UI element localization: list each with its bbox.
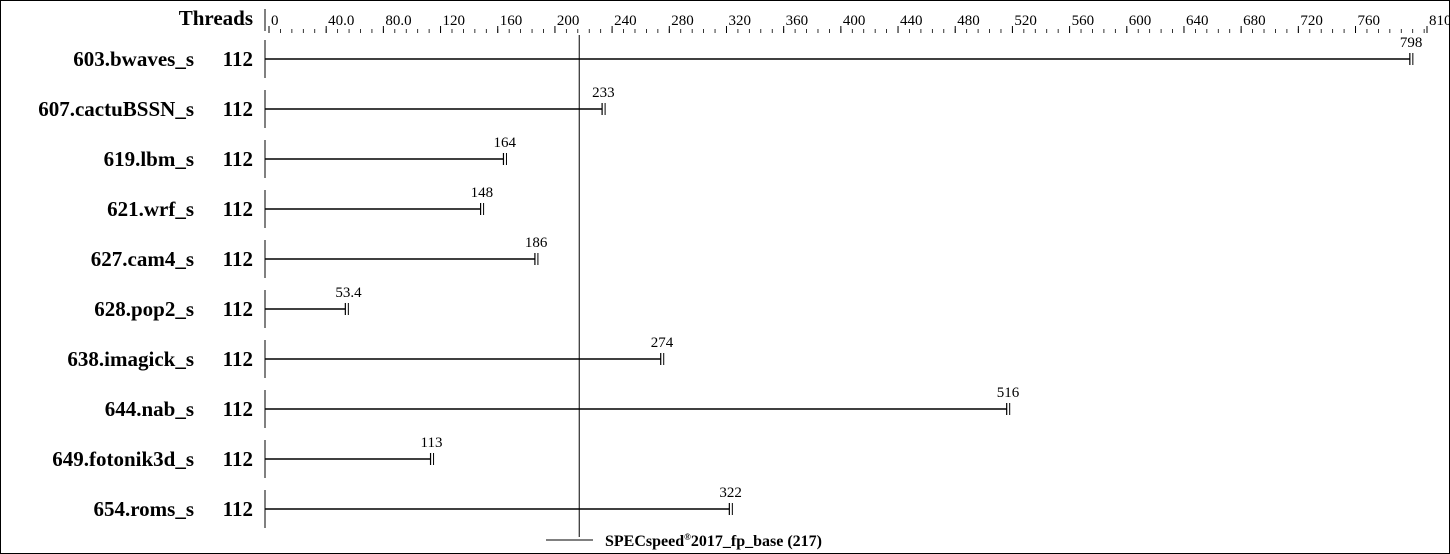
data-label: 186 xyxy=(525,235,548,251)
tick-label: 680 xyxy=(1243,13,1266,29)
tick-label: 240 xyxy=(614,13,637,29)
tick-label: 600 xyxy=(1129,13,1152,29)
tick-label: 120 xyxy=(443,13,466,29)
threads-value: 112 xyxy=(223,247,253,271)
category-label: 638.imagick_s xyxy=(67,347,194,371)
threads-value: 112 xyxy=(223,297,253,321)
tick-label: 200 xyxy=(557,13,580,29)
threads-header: Threads xyxy=(179,6,253,30)
tick-label: 320 xyxy=(728,13,751,29)
threads-value: 112 xyxy=(223,147,253,171)
tick-label: 400 xyxy=(843,13,866,29)
tick-label: 280 xyxy=(671,13,694,29)
bar-row: 644.nab_s 112 516 xyxy=(105,385,1020,428)
data-label: 516 xyxy=(997,385,1020,401)
data-label: 233 xyxy=(592,85,615,101)
category-label: 627.cam4_s xyxy=(91,247,194,271)
threads-value: 112 xyxy=(223,397,253,421)
threads-value: 112 xyxy=(223,447,253,471)
legend-label-suffix: 2017_fp_base (217) xyxy=(691,533,822,550)
category-label: 644.nab_s xyxy=(105,397,194,421)
category-label: 603.bwaves_s xyxy=(73,47,194,71)
tick-label: 760 xyxy=(1358,13,1381,29)
threads-value: 112 xyxy=(223,97,253,121)
x-axis: 0 40.0 80.0 120 160 200 240 280 320 360 400 440 480 5… xyxy=(264,9,1449,33)
data-label: 53.4 xyxy=(335,285,362,301)
category-label: 649.fotonik3d_s xyxy=(52,447,194,471)
tick-label: 720 xyxy=(1300,13,1323,29)
tick-label: 80.0 xyxy=(385,13,411,29)
tick-label: 520 xyxy=(1014,13,1037,29)
legend: SPECspeed®2017_fp_base (217) xyxy=(546,532,822,550)
tick-label: 160 xyxy=(500,13,522,29)
tick-label: 810 xyxy=(1429,13,1449,29)
data-label: 798 xyxy=(1400,35,1423,51)
tick-label: 480 xyxy=(957,13,980,29)
bar-row: 619.lbm_s 112 164 xyxy=(104,135,516,178)
threads-value: 112 xyxy=(223,197,253,221)
tick-label: 40.0 xyxy=(328,13,354,29)
data-label: 148 xyxy=(471,185,494,201)
tick-label: 560 xyxy=(1072,13,1095,29)
tick-label: 0 xyxy=(271,13,279,29)
threads-value: 112 xyxy=(223,347,253,371)
category-label: 607.cactuBSSN_s xyxy=(38,97,194,121)
tick-label: 440 xyxy=(900,13,923,29)
bar-row: 621.wrf_s 112 148 xyxy=(107,185,493,228)
category-label: 621.wrf_s xyxy=(107,197,194,221)
bar-row: 607.cactuBSSN_s 112 233 xyxy=(38,85,615,128)
legend-label-prefix: SPECspeed xyxy=(605,533,684,550)
legend-label: SPECspeed®2017_fp_base (217) xyxy=(605,532,822,550)
data-label: 274 xyxy=(651,335,674,351)
legend-label-sup: ® xyxy=(684,532,691,542)
bar-row: 627.cam4_s 112 186 xyxy=(91,235,548,278)
bar-row: 654.roms_s 112 322 xyxy=(93,485,742,528)
data-label: 164 xyxy=(493,135,516,151)
threads-value: 112 xyxy=(223,497,253,521)
tick-label: 360 xyxy=(786,13,809,29)
category-label: 619.lbm_s xyxy=(104,147,194,171)
category-label: 654.roms_s xyxy=(93,497,194,521)
threads-value: 112 xyxy=(223,47,253,71)
bar-row: 649.fotonik3d_s 112 113 xyxy=(52,435,443,478)
data-label: 113 xyxy=(421,435,443,451)
bar-row: 603.bwaves_s 112 798 xyxy=(73,35,1422,78)
category-label: 628.pop2_s xyxy=(94,297,194,321)
tick-label: 640 xyxy=(1186,13,1209,29)
bar-row: 638.imagick_s 112 274 xyxy=(67,335,674,378)
data-label: 322 xyxy=(719,485,742,501)
bar-row: 628.pop2_s 112 53.4 xyxy=(94,285,362,328)
